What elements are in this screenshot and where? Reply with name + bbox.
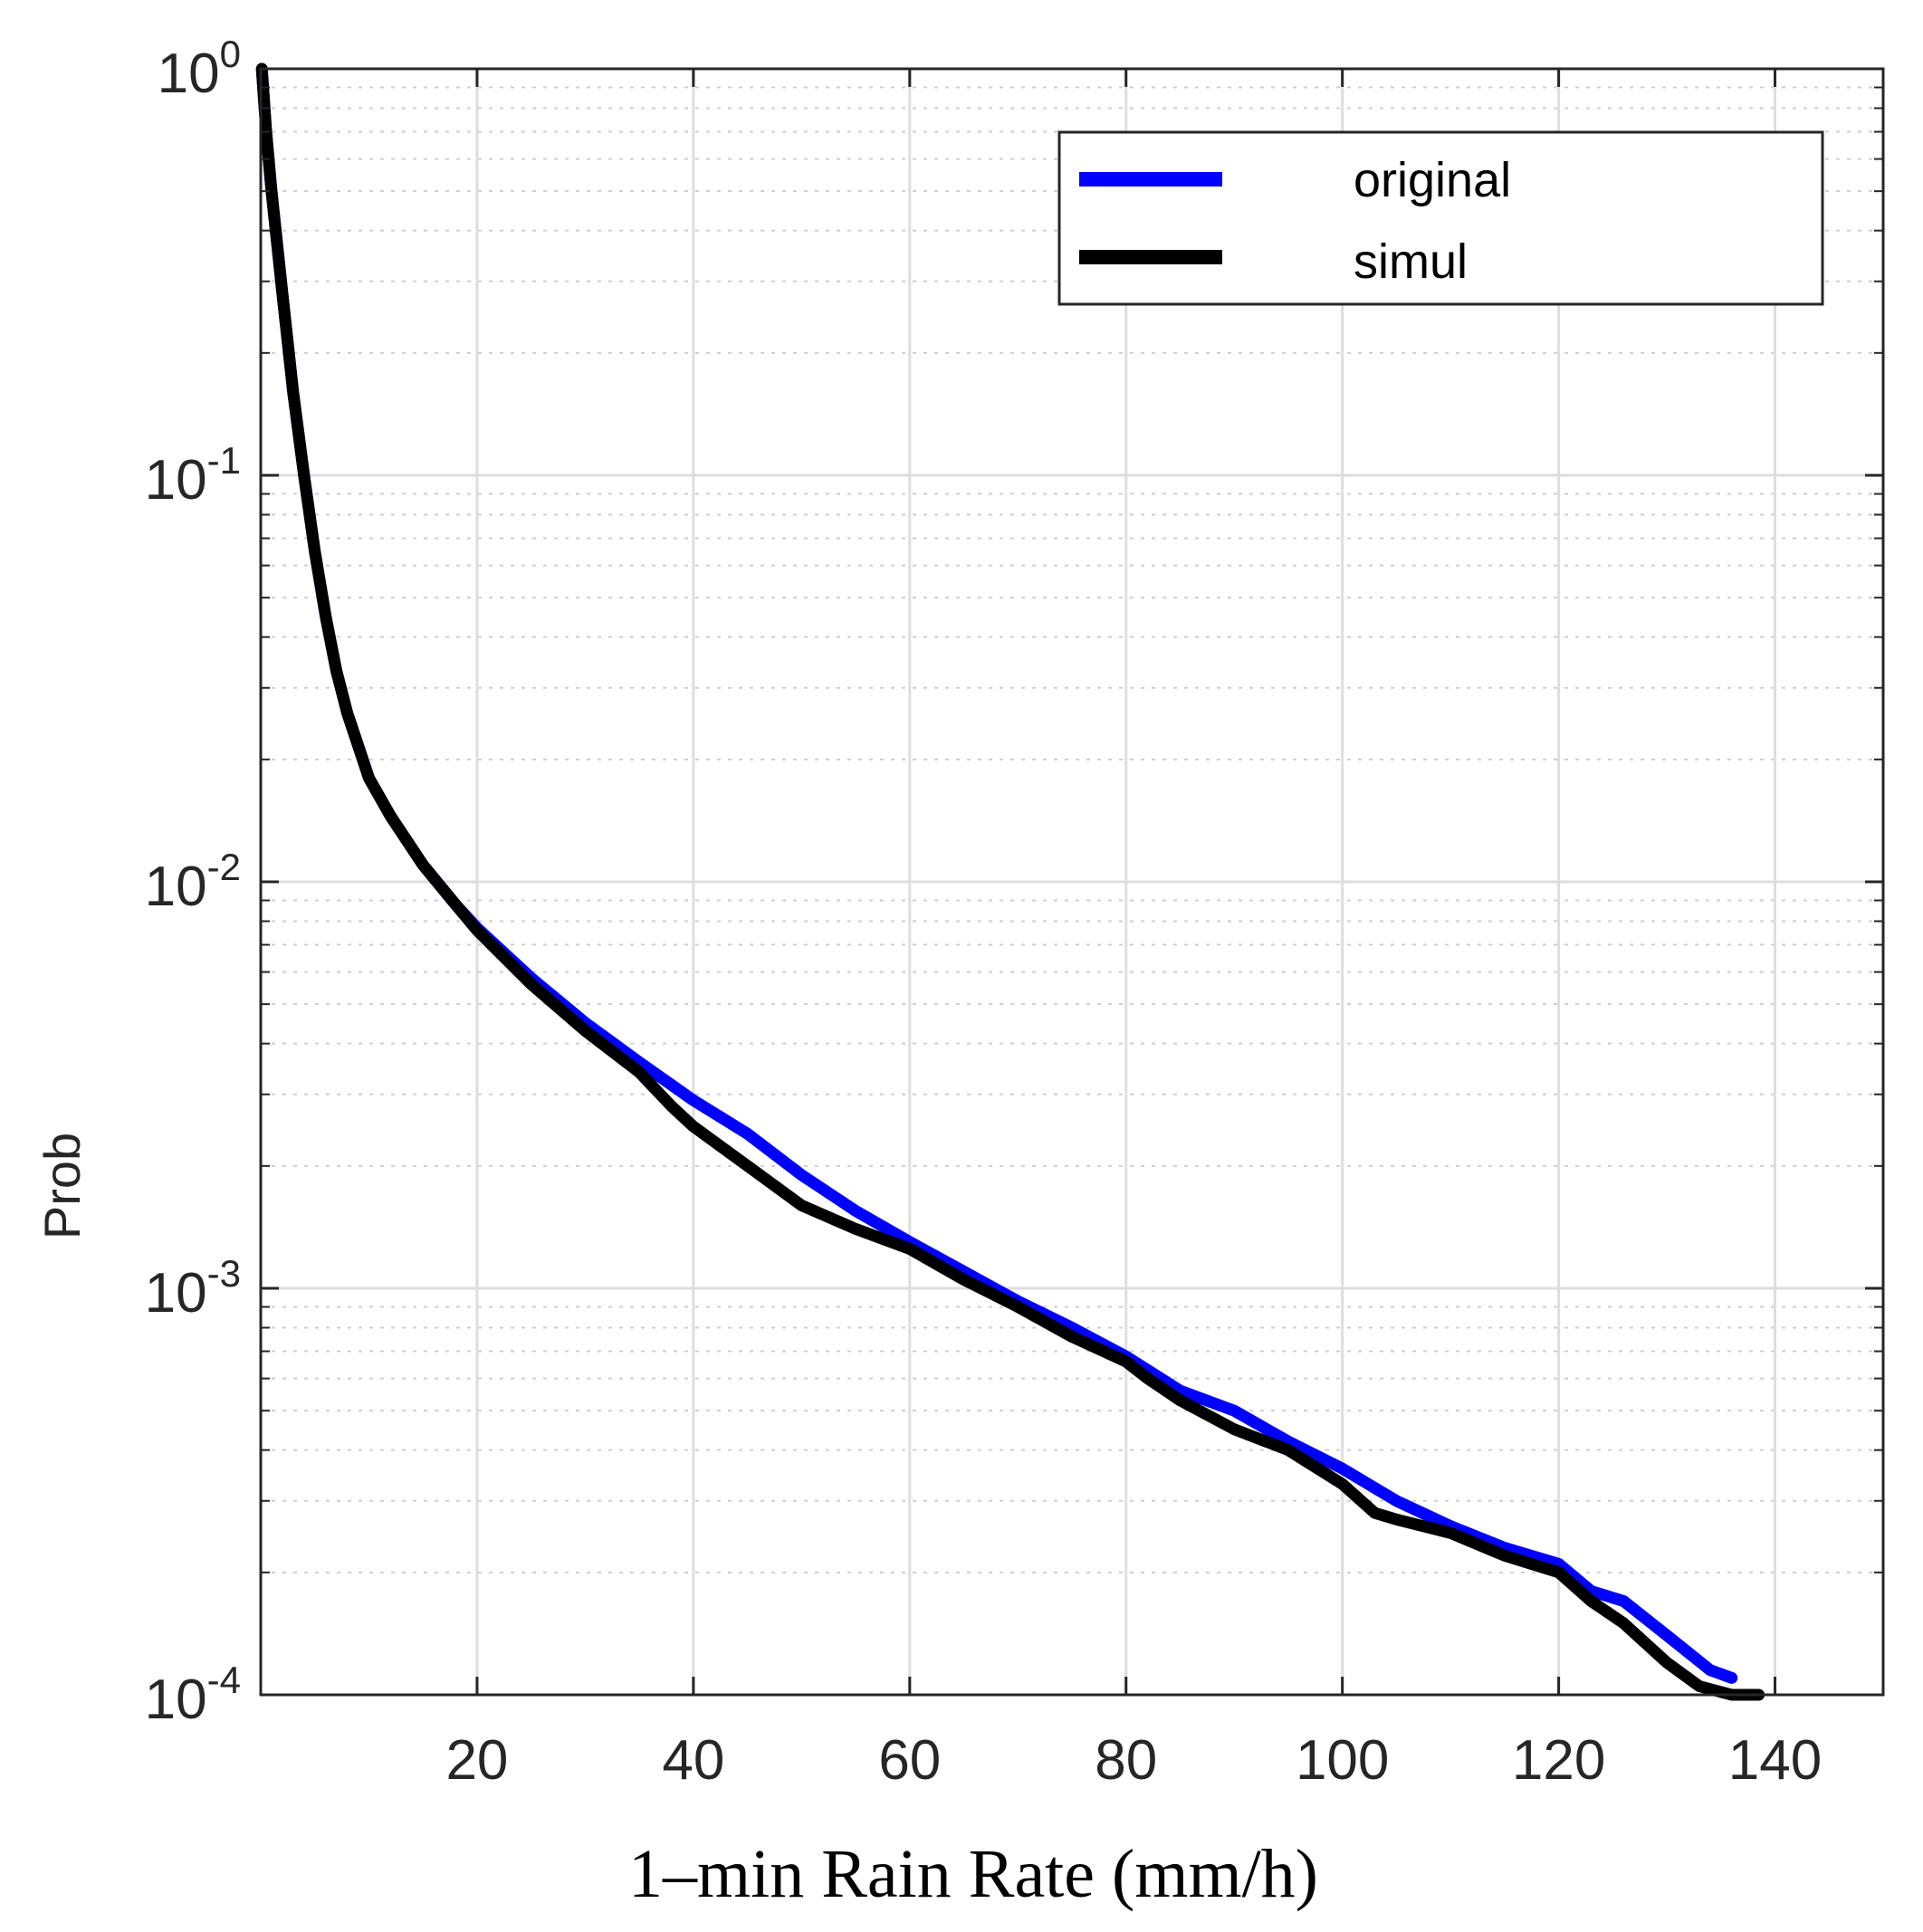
x-axis-label: 1–min Rain Rate (mm/h) (628, 1836, 1318, 1912)
x-tick-label: 100 (1296, 1729, 1389, 1792)
y-tick-label: 100 (158, 33, 241, 105)
legend-label-original: original (1354, 153, 1511, 207)
series-line-simul (255, 62, 1765, 1701)
x-tick-labels: 20 40 60 80 100 120 140 (445, 1729, 1822, 1792)
y-tick-labels: 10-4 10-3 10-2 10-1 100 (145, 33, 241, 1731)
tick-marks (261, 67, 1883, 1697)
legend-box (1057, 130, 1824, 306)
legend-label-simul: simul (1354, 234, 1468, 289)
y-tick-label: 10-3 (145, 1252, 241, 1325)
x-tick-label: 40 (662, 1729, 724, 1792)
x-tick-label: 60 (878, 1729, 941, 1792)
x-tick-label: 20 (445, 1729, 508, 1792)
legend: original simul (1057, 130, 1824, 306)
y-axis-label: Prob (33, 1133, 91, 1239)
y-tick-label: 10-1 (145, 439, 241, 512)
x-tick-label: 80 (1095, 1729, 1157, 1792)
y-tick-label: 10-4 (145, 1659, 241, 1731)
x-tick-label: 120 (1512, 1729, 1605, 1792)
x-tick-label: 140 (1728, 1729, 1822, 1792)
series-layer (255, 62, 1765, 1701)
y-tick-label: 10-2 (145, 846, 241, 918)
